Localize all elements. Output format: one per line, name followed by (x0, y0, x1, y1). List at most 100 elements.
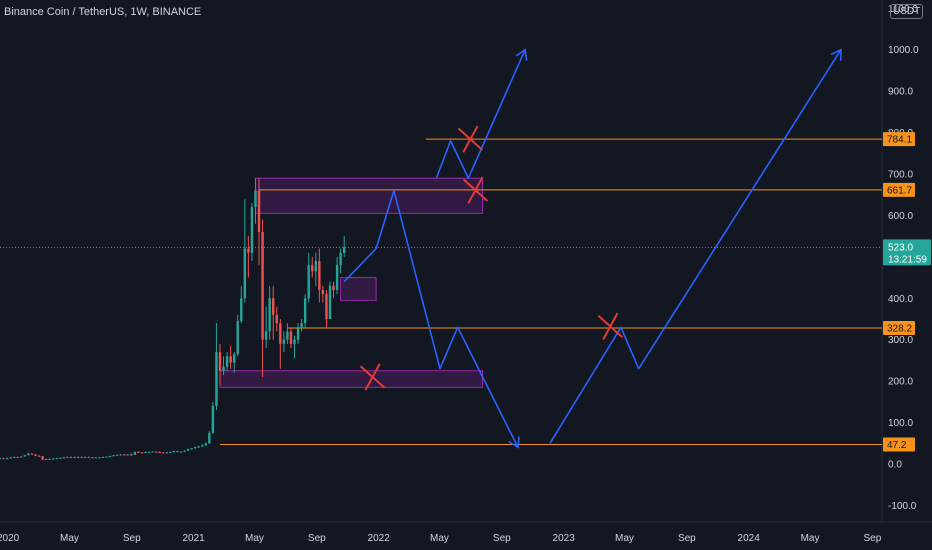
x-tick-label: May (60, 533, 79, 544)
current-price-label: 523.0 (888, 242, 913, 253)
cross-stroke (462, 125, 479, 153)
y-tick-label: 300.0 (888, 335, 913, 346)
projection-path[interactable] (549, 49, 842, 444)
candle-body (69, 456, 73, 458)
candle-body (5, 458, 9, 460)
candle-body (342, 247, 346, 253)
zone-box[interactable] (219, 370, 484, 388)
candle-body (296, 327, 300, 340)
candle-body (197, 446, 200, 448)
candle-body (282, 339, 286, 344)
cross-mark (457, 125, 484, 153)
candle-body (172, 451, 176, 453)
y-tick-label: 200.0 (888, 377, 913, 388)
candle-body (261, 232, 264, 340)
candle-body (158, 451, 161, 453)
projection-path[interactable] (343, 189, 519, 448)
y-tick-label: 100.0 (888, 418, 913, 429)
level-tag-label: 661.7 (887, 185, 912, 196)
candle-body (130, 454, 133, 456)
level-tag (883, 437, 915, 452)
candle-body (98, 457, 101, 459)
candle-body (268, 298, 271, 332)
x-tick-label: 2020 (0, 533, 20, 544)
candles (0, 178, 346, 461)
zone-box[interactable] (340, 277, 377, 301)
candle-body (307, 265, 310, 299)
cross-stroke (602, 312, 619, 341)
candle-body (321, 290, 325, 295)
candle-body (23, 455, 27, 457)
zone-box[interactable] (254, 177, 484, 214)
level-tag-label: 784.1 (887, 135, 912, 146)
projection-arrowhead (515, 48, 528, 61)
candle-body (335, 265, 339, 290)
cross-stroke (364, 363, 381, 391)
candle-body (41, 456, 44, 460)
candle-body (144, 451, 147, 453)
cross-mark (462, 176, 489, 204)
candle-body (264, 331, 268, 340)
projection-path[interactable] (435, 49, 526, 179)
candle-body (16, 456, 19, 458)
candle-body (0, 458, 2, 460)
candle-body (179, 451, 183, 453)
projection-arrowhead (830, 48, 842, 61)
x-tick-label: Sep (308, 533, 326, 544)
candle-body (12, 456, 16, 458)
candle-body (73, 456, 76, 458)
cross-stroke (467, 176, 484, 204)
candle-body (52, 458, 55, 460)
candle-body (328, 285, 332, 319)
x-tick-label: May (801, 533, 820, 544)
candle-body (162, 452, 165, 454)
y-tick-label: 1100.0 (888, 4, 918, 15)
candle-body (108, 456, 112, 458)
candle-body (222, 366, 225, 371)
y-tick-label: 600.0 (888, 211, 913, 222)
candle-body (66, 456, 69, 458)
candle-body (137, 451, 140, 453)
candle-body (247, 248, 250, 253)
y-tick-label: 700.0 (888, 170, 913, 181)
candle-body (240, 298, 243, 322)
candle-body (318, 261, 321, 290)
candle-body (115, 454, 119, 456)
x-tick-label: Sep (863, 533, 881, 544)
candle-body (165, 452, 168, 454)
candle-body (229, 356, 232, 363)
candle-body (257, 190, 261, 232)
candle-body (87, 456, 90, 458)
candle-body (176, 451, 179, 453)
candle-body (232, 354, 236, 363)
y-tick-label: 1000.0 (888, 45, 919, 56)
candle-body (286, 331, 289, 340)
candle-body (204, 443, 207, 446)
candle-body (218, 352, 222, 371)
candle-body (339, 252, 342, 266)
candle-body (254, 190, 257, 208)
candle-body (186, 449, 190, 451)
candle-body (2, 458, 5, 460)
currency-label[interactable]: USDT (890, 4, 924, 19)
candle-body (94, 457, 98, 459)
candle-body (303, 298, 307, 324)
candle-body (126, 454, 129, 456)
candle-body (272, 298, 275, 315)
candle-body (193, 447, 197, 449)
candle-body (211, 406, 215, 433)
candle-body (59, 457, 62, 459)
cross-mark (359, 363, 386, 391)
candle-body (76, 456, 80, 458)
level-tag (883, 182, 915, 197)
y-tick-label: 0.0 (888, 460, 902, 471)
candle-body (243, 248, 247, 299)
y-tick-label: 400.0 (888, 294, 913, 305)
candle-body (101, 456, 105, 458)
x-tick-label: 2021 (183, 533, 206, 544)
x-tick-label: 2023 (553, 533, 576, 544)
candle-body (37, 455, 41, 457)
candle-body (122, 454, 126, 456)
x-tick-label: May (615, 533, 634, 544)
